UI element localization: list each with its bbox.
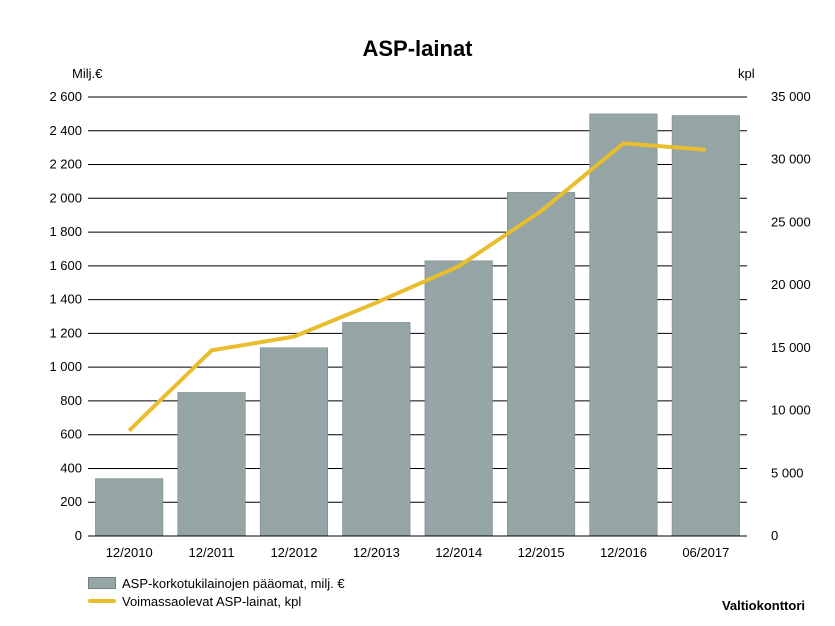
- left-tick-label: 1 600: [49, 258, 82, 273]
- legend: ASP-korkotukilainojen pääomat, milj. € V…: [88, 574, 345, 610]
- left-tick-label: 600: [60, 427, 82, 442]
- legend-item-bars: ASP-korkotukilainojen pääomat, milj. €: [88, 574, 345, 592]
- right-tick-label: 15 000: [771, 340, 811, 355]
- left-tick-label: 800: [60, 393, 82, 408]
- left-tick-label: 1 000: [49, 359, 82, 374]
- legend-line-swatch: [88, 599, 116, 603]
- x-tick-label: 12/2012: [270, 545, 317, 560]
- right-tick-label: 30 000: [771, 152, 811, 167]
- x-tick-label: 12/2014: [435, 545, 482, 560]
- x-tick-label: 12/2016: [600, 545, 647, 560]
- x-tick-label: 12/2015: [518, 545, 565, 560]
- x-tick-label: 06/2017: [682, 545, 729, 560]
- bar: [259, 347, 328, 537]
- bar: [95, 478, 164, 537]
- chart-title: ASP-lainat: [362, 36, 473, 61]
- left-tick-label: 400: [60, 460, 82, 475]
- legend-line-label: Voimassaolevat ASP-lainat, kpl: [122, 593, 302, 609]
- right-axis-unit: kpl: [738, 66, 755, 81]
- bar: [589, 113, 658, 537]
- left-tick-label: 0: [75, 528, 82, 543]
- bar: [177, 392, 246, 537]
- right-tick-label: 5 000: [771, 465, 804, 480]
- source-credit: Valtiokonttori: [721, 598, 805, 613]
- left-tick-label: 2 600: [49, 89, 82, 104]
- left-tick-label: 200: [60, 494, 82, 509]
- x-tick-label: 12/2013: [353, 545, 400, 560]
- bar: [671, 115, 740, 537]
- left-tick-label: 2 400: [49, 123, 82, 138]
- left-tick-label: 1 400: [49, 292, 82, 307]
- left-axis-unit: Milj.€: [72, 66, 103, 81]
- right-tick-label: 20 000: [771, 277, 811, 292]
- left-tick-label: 2 000: [49, 190, 82, 205]
- bar: [507, 192, 576, 537]
- bar: [342, 322, 411, 537]
- right-tick-label: 0: [771, 528, 778, 543]
- left-tick-label: 1 200: [49, 325, 82, 340]
- bar: [424, 260, 493, 537]
- right-tick-label: 35 000: [771, 89, 811, 104]
- right-tick-label: 10 000: [771, 403, 811, 418]
- right-tick-label: 25 000: [771, 214, 811, 229]
- left-tick-label: 1 800: [49, 224, 82, 239]
- left-tick-label: 2 200: [49, 157, 82, 172]
- x-tick-label: 12/2010: [106, 545, 153, 560]
- line-series: [127, 141, 706, 433]
- x-tick-label: 12/2011: [189, 545, 235, 560]
- legend-item-line: Voimassaolevat ASP-lainat, kpl: [88, 592, 345, 610]
- legend-bar-swatch: [88, 577, 116, 589]
- legend-bar-label: ASP-korkotukilainojen pääomat, milj. €: [122, 575, 345, 591]
